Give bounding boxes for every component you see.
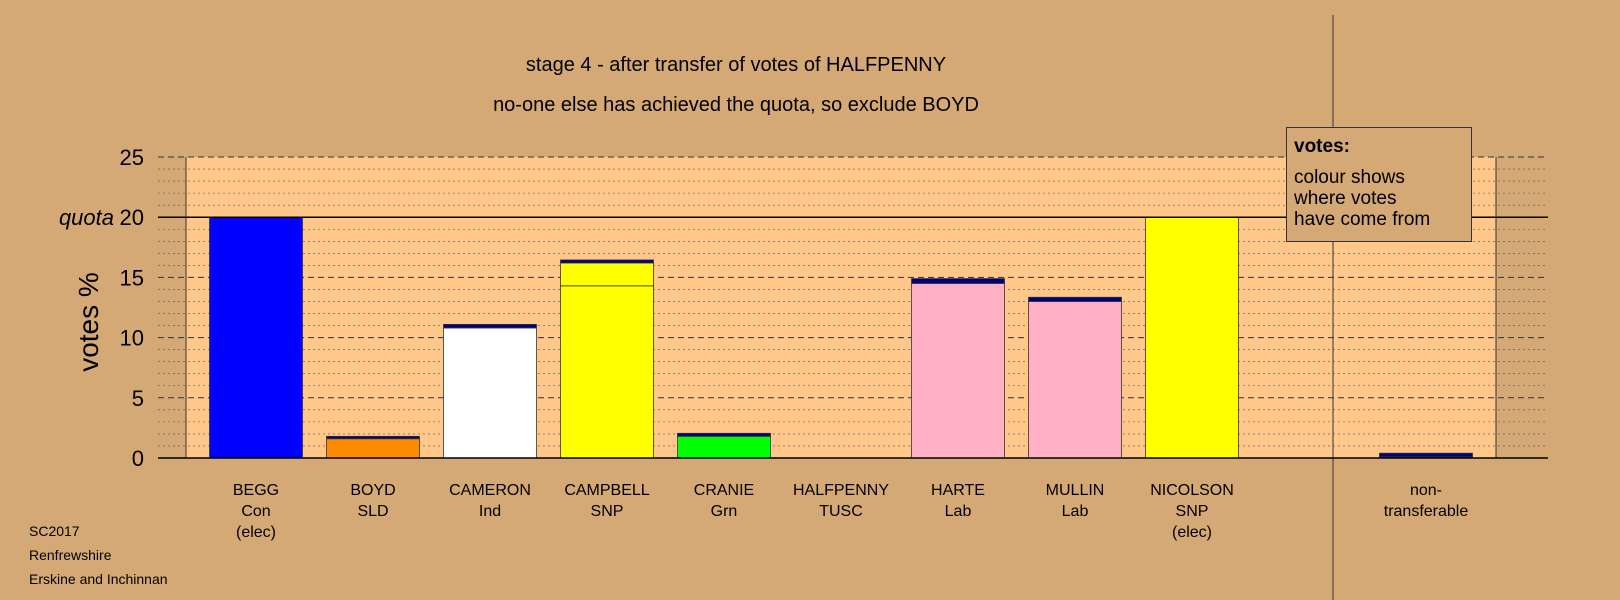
x-tick-label: TUSC bbox=[819, 503, 863, 520]
footer: SC2017 Renfrewshire Erskine and Inchinna… bbox=[29, 519, 168, 591]
footer-ward: Erskine and Inchinnan bbox=[29, 571, 168, 587]
chart-subtitle: no-one else has achieved the quota, so e… bbox=[493, 94, 979, 116]
bar-segment-begg bbox=[209, 216, 303, 459]
bar-segment-mullin bbox=[1028, 296, 1122, 302]
x-tick-label: SLD bbox=[357, 503, 388, 520]
y-tick-label: 15 bbox=[120, 265, 144, 290]
x-tick-label: Lab bbox=[945, 503, 972, 520]
x-tick-label: CRANIE bbox=[694, 482, 754, 499]
bar-segment-cranie bbox=[677, 432, 771, 437]
x-tick-label: BEGG bbox=[233, 482, 279, 499]
x-tick-label: MULLIN bbox=[1046, 482, 1105, 499]
x-tick-label: Ind bbox=[479, 503, 501, 520]
x-tick-label: Grn bbox=[711, 503, 738, 520]
x-tick-label: HALFPENNY bbox=[793, 482, 889, 499]
x-tick-label: (elec) bbox=[236, 524, 276, 541]
y-tick-label: 5 bbox=[132, 386, 144, 411]
bar-segment-non-transferable bbox=[1379, 452, 1473, 458]
bar-segment-cranie bbox=[677, 435, 771, 459]
x-tick-label: SNP bbox=[1176, 503, 1209, 520]
y-tick-label: 10 bbox=[120, 326, 144, 351]
quota-label: quota bbox=[59, 205, 114, 230]
y-axis-label: votes % bbox=[73, 272, 104, 372]
major-gridlines bbox=[158, 156, 1548, 399]
x-tick-label: CAMPBELL bbox=[564, 482, 649, 499]
y-tick-labels: 0 5 10 15 20 25 bbox=[120, 145, 144, 471]
minor-gridlines bbox=[158, 168, 1548, 447]
x-tick-label: HARTE bbox=[931, 482, 985, 499]
bar-segment-boyd bbox=[326, 438, 420, 459]
bar-segment-campbell bbox=[560, 285, 654, 459]
bar-segment-mullin bbox=[1028, 301, 1122, 459]
legend-title: votes: bbox=[1294, 136, 1350, 157]
legend: votes: colour shows where votes have com… bbox=[1286, 127, 1472, 242]
x-tick-label: Con bbox=[241, 503, 270, 520]
x-tick-label: (elec) bbox=[1172, 524, 1212, 541]
legend-text-line: have come from bbox=[1294, 209, 1431, 230]
x-tick-label: NICOLSON bbox=[1150, 482, 1234, 499]
x-tick-label: BOYD bbox=[350, 482, 395, 499]
plot-background bbox=[186, 157, 1496, 458]
bar-segment-campbell bbox=[560, 262, 654, 287]
y-tick-label: 25 bbox=[120, 145, 144, 170]
x-tick-label: non- bbox=[1410, 482, 1442, 499]
bar-segment-nicolson bbox=[1145, 216, 1239, 459]
footer-council: Renfrewshire bbox=[29, 547, 112, 563]
bar-segment-harte bbox=[911, 283, 1005, 459]
x-tick-label: SNP bbox=[591, 503, 624, 520]
x-tick-labels: BEGG Con (elec) BOYD SLD CAMERON Ind CAMPBELL SN… bbox=[233, 482, 1468, 541]
y-tick-label: 0 bbox=[132, 446, 144, 471]
footer-election: SC2017 bbox=[29, 523, 80, 539]
bar-segment-cameron bbox=[443, 323, 537, 329]
bar-segment-campbell bbox=[560, 259, 654, 264]
legend-text-line: where votes bbox=[1294, 188, 1397, 209]
x-tick-label: Lab bbox=[1062, 503, 1089, 520]
bars bbox=[209, 216, 1473, 459]
y-tick-label: 20 bbox=[120, 205, 144, 230]
bar-segment-cameron bbox=[443, 327, 537, 459]
x-tick-label: CAMERON bbox=[449, 482, 531, 499]
bar-segment-harte bbox=[911, 278, 1005, 284]
x-tick-label: transferable bbox=[1384, 503, 1469, 520]
legend-text-line: colour shows bbox=[1294, 167, 1405, 188]
bar-segment-boyd bbox=[326, 435, 420, 440]
chart-title: stage 4 - after transfer of votes of HAL… bbox=[526, 54, 946, 76]
